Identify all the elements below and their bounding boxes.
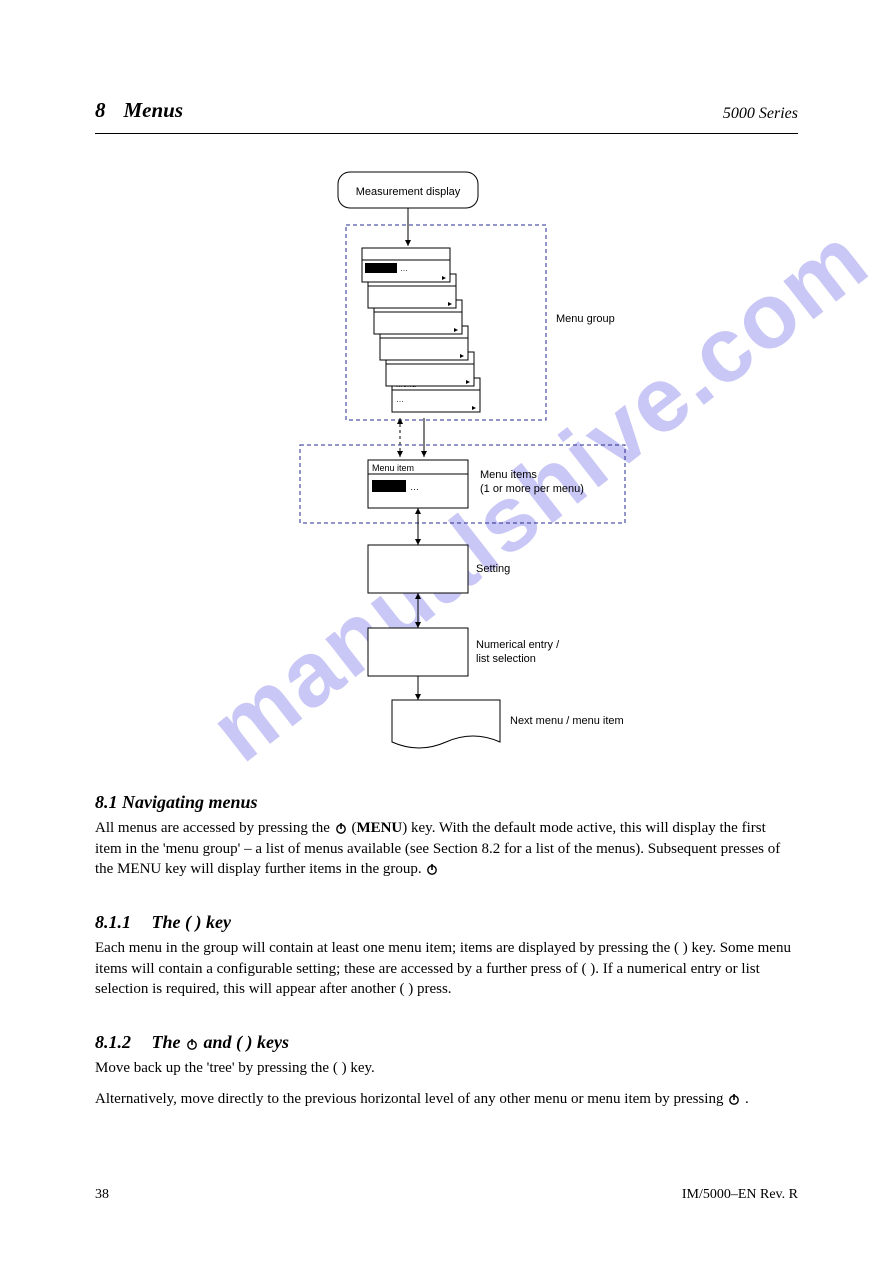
power-icon (334, 821, 348, 835)
heading-8-1-2: 8.1.2 The and ( ) keys (95, 1030, 795, 1054)
heading-8-1-1: 8.1.1 The ( ) key (95, 910, 795, 934)
heading-8-1: 8.1 Navigating menus (95, 790, 795, 814)
menu-stack: Menu… … (362, 248, 480, 412)
section-8-1-2: 8.1.2 The and ( ) keys Move back up the … (95, 1030, 795, 1119)
footer-right: IM/5000–EN Rev. R (682, 1187, 798, 1203)
svg-text:Next menu / menu item: Next menu / menu item (510, 715, 624, 727)
svg-text:…: … (410, 482, 419, 492)
page-root: manualshive.com 8 Menus 5000 Series (0, 0, 893, 1263)
svg-text:…: … (396, 395, 404, 404)
power-icon (185, 1037, 199, 1051)
node-measurement-display: Measurement display (338, 172, 478, 208)
label-menu-items-l1: Menu items (480, 469, 537, 481)
section-8-1: 8.1 Navigating menus All menus are acces… (95, 790, 795, 889)
menu-card-front: … (362, 248, 450, 282)
node-entry: Numerical entry / list selection (368, 628, 560, 676)
section-8-1-1: 8.1.1 The ( ) key Each menu in the group… (95, 910, 795, 1009)
svg-text:Setting: Setting (476, 563, 510, 575)
svg-text:Measurement display: Measurement display (356, 186, 461, 198)
menu-flow-diagram: Measurement display Menu… … Menu group (0, 0, 893, 780)
svg-text:list selection: list selection (476, 653, 536, 665)
footer-page: 38 (95, 1187, 109, 1203)
menu-item-card: Menu item … (368, 460, 468, 508)
svg-text:Menu item: Menu item (372, 463, 414, 473)
svg-text:Numerical entry /: Numerical entry / (476, 639, 560, 651)
para-8-1-2b: Alternatively, move directly to the prev… (95, 1089, 795, 1109)
svg-text:…: … (400, 264, 408, 273)
para-8-1-2a: Move back up the 'tree' by pressing the … (95, 1058, 795, 1078)
label-menu-items-l2: (1 or more per menu) (480, 483, 584, 495)
para-8-1-1: Each menu in the group will contain at l… (95, 938, 795, 999)
para-8-1: All menus are accessed by pressing the (… (95, 818, 795, 879)
power-icon (727, 1092, 741, 1106)
label-menu-group: Menu group (556, 313, 615, 325)
node-next-menu: Next menu / menu item (392, 700, 624, 748)
node-setting: Setting (368, 545, 510, 593)
power-icon (425, 862, 439, 876)
